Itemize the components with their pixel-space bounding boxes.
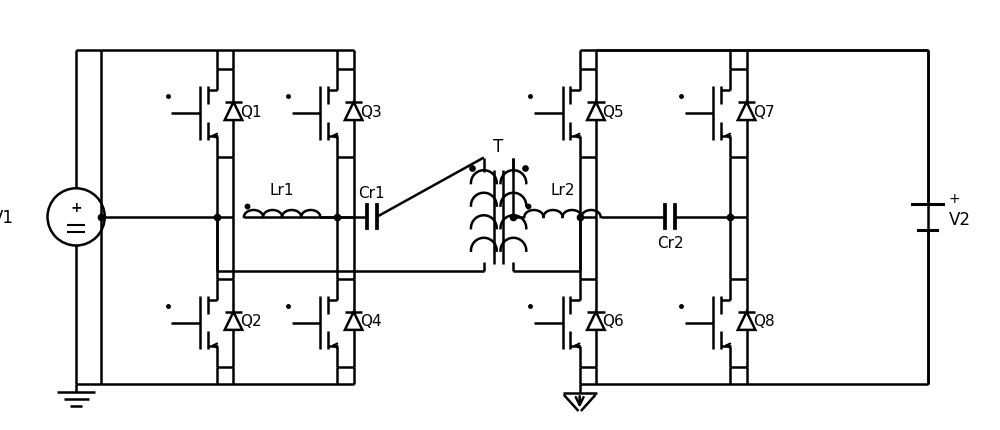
Text: Lr1: Lr1 xyxy=(270,182,294,197)
Text: Q8: Q8 xyxy=(753,313,775,329)
Text: Q6: Q6 xyxy=(603,313,624,329)
Text: V2: V2 xyxy=(949,210,971,228)
Text: Q2: Q2 xyxy=(240,313,262,329)
Text: Cr1: Cr1 xyxy=(358,185,385,200)
Text: Cr2: Cr2 xyxy=(657,236,684,250)
Text: Q5: Q5 xyxy=(603,104,624,119)
Text: Q7: Q7 xyxy=(753,104,775,119)
Text: V1: V1 xyxy=(0,209,14,226)
Text: +: + xyxy=(949,191,961,206)
Text: Lr2: Lr2 xyxy=(550,182,575,197)
Text: Q4: Q4 xyxy=(360,313,382,329)
Text: Q1: Q1 xyxy=(240,104,262,119)
Text: +: + xyxy=(70,201,82,215)
Text: T: T xyxy=(493,137,504,155)
Text: Q3: Q3 xyxy=(360,104,382,119)
